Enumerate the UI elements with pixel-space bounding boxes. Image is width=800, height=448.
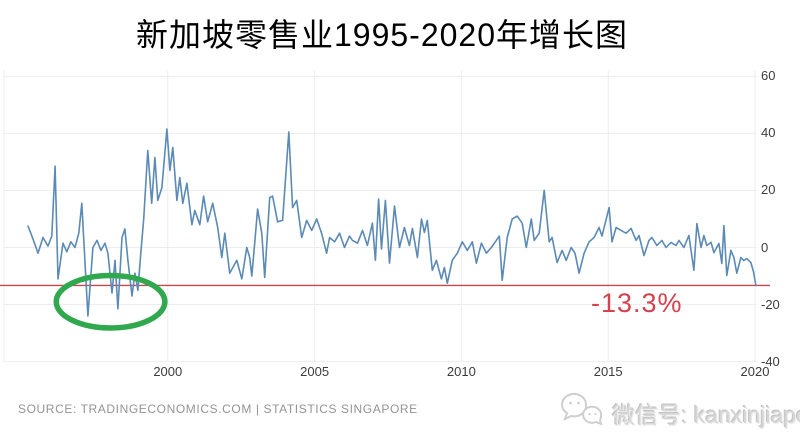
x-tick-label: 2020: [740, 364, 770, 379]
latest-value-label: -13.3%: [591, 288, 683, 318]
x-tick-label: 2015: [593, 364, 623, 379]
page-title: 新加坡零售业1995-2020年增长图: [135, 17, 629, 53]
x-tick-label: 2005: [300, 364, 330, 379]
source-attribution: SOURCE: TRADINGECONOMICS.COM | STATISTIC…: [18, 402, 418, 416]
y-tick-label: 60: [761, 68, 776, 84]
wechat-id-text: 微信号: kanxinjiapo: [612, 402, 800, 428]
watermark: 微信号: kanxinjiapo: [560, 392, 800, 435]
crisis-highlight-ellipse: [53, 272, 168, 331]
y-tick-label: -20: [761, 296, 780, 312]
y-tick-label: 0: [761, 239, 769, 255]
x-tick-label: 2010: [446, 364, 476, 379]
y-tick-label: 20: [761, 182, 776, 198]
x-tick-label: 2000: [153, 364, 183, 379]
retail-growth-series-line: [27, 128, 757, 317]
y-tick-label: -40: [761, 353, 780, 369]
y-tick-label: 40: [761, 125, 776, 141]
wechat-icon: [560, 392, 606, 435]
